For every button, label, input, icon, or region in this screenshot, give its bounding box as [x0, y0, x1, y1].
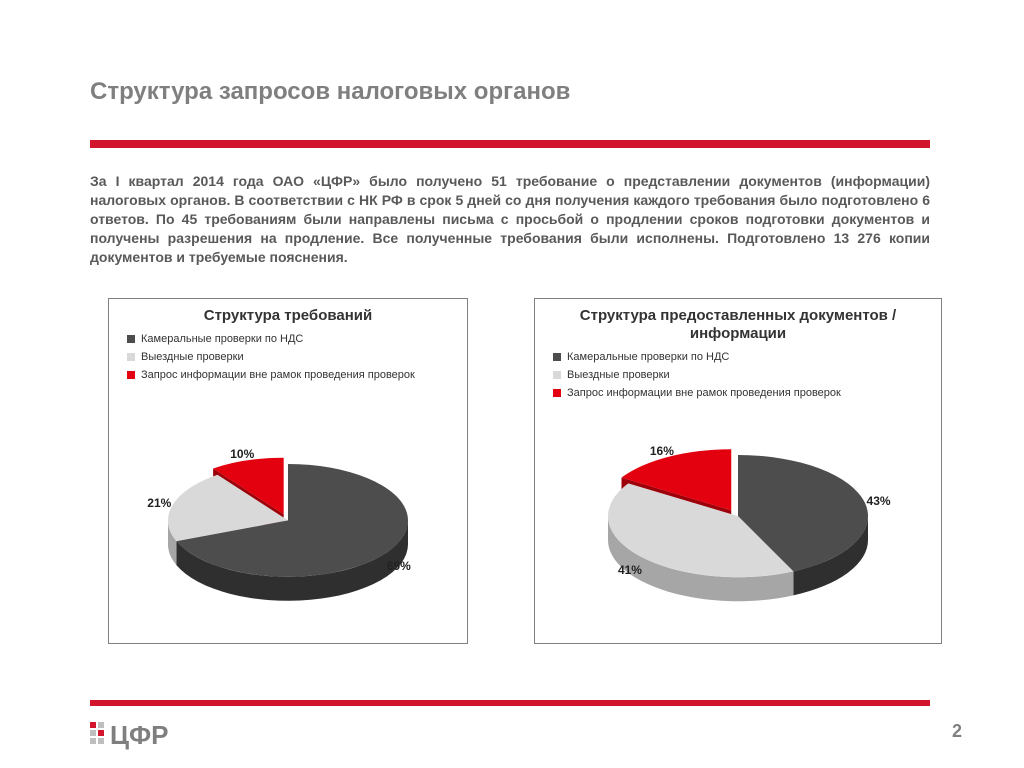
pie-slice-label: 21%: [147, 496, 171, 510]
legend-item: Запрос информации вне рамок проведения п…: [553, 387, 923, 400]
legend-label: Камеральные проверки по НДС: [141, 333, 303, 346]
intro-paragraph: За I квартал 2014 года ОАО «ЦФР» было по…: [90, 172, 930, 266]
pie-slice-label: 10%: [230, 447, 254, 461]
pie-slice-label: 69%: [387, 559, 411, 573]
legend-label: Выездные проверки: [567, 369, 670, 382]
legend-swatch: [553, 389, 561, 397]
legend-item: Запрос информации вне рамок проведения п…: [127, 369, 449, 382]
pie-slice-label: 41%: [618, 563, 642, 577]
legend-label: Камеральные проверки по НДС: [567, 351, 729, 364]
legend-label: Запрос информации вне рамок проведения п…: [141, 369, 415, 382]
legend-item: Выездные проверки: [127, 351, 449, 364]
chart-box-requirements: Структура требований Камеральные проверк…: [108, 298, 468, 644]
footer-bar: [90, 700, 930, 706]
title-underline: [90, 140, 930, 148]
legend-swatch: [127, 371, 135, 379]
legend-label: Запрос информации вне рамок проведения п…: [567, 387, 841, 400]
pie-chart-left: 69% 21% 10%: [138, 434, 438, 631]
legend-item: Камеральные проверки по НДС: [127, 333, 449, 346]
page-title: Структура запросов налоговых органов: [90, 78, 570, 106]
legend-left: Камеральные проверки по НДС Выездные про…: [109, 329, 467, 383]
chart-title-left: Структура требований: [109, 299, 467, 329]
chart-box-documents: Структура предоставленных документов /ин…: [534, 298, 942, 644]
legend-swatch: [127, 335, 135, 343]
chart-title-right: Структура предоставленных документов /ин…: [535, 299, 941, 347]
legend-label: Выездные проверки: [141, 351, 244, 364]
legend-swatch: [553, 371, 561, 379]
legend-item: Камеральные проверки по НДС: [553, 351, 923, 364]
pie-chart-right: 43% 41% 16%: [578, 425, 898, 631]
pie-slice-label: 43%: [867, 494, 891, 508]
pie-slice-label: 16%: [650, 444, 674, 458]
legend-right: Камеральные проверки по НДС Выездные про…: [535, 347, 941, 401]
svg-text:ЦФР: ЦФР: [110, 720, 169, 750]
logo: ЦФР: [90, 718, 184, 752]
page-number: 2: [952, 721, 962, 742]
legend-swatch: [127, 353, 135, 361]
legend-item: Выездные проверки: [553, 369, 923, 382]
legend-swatch: [553, 353, 561, 361]
